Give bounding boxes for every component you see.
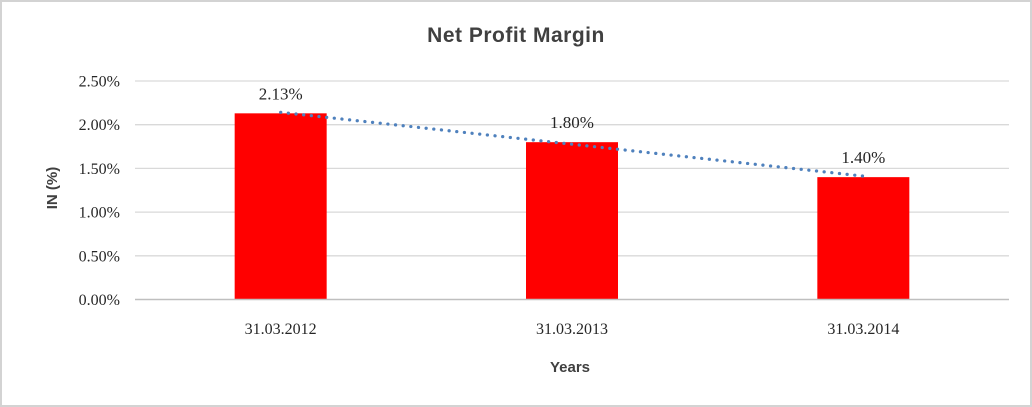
y-tick-label: 0.50% xyxy=(79,248,120,265)
y-tick-label: 2.00% xyxy=(79,117,120,134)
x-category-label: 31.03.2012 xyxy=(245,321,317,338)
trendline xyxy=(279,110,865,178)
x-category-label: 31.03.2014 xyxy=(827,321,899,338)
bar xyxy=(234,113,327,300)
bar-data-label: 2.13% xyxy=(259,84,303,103)
y-tick-label: 1.00% xyxy=(79,205,120,222)
bar-data-label: 1.40% xyxy=(841,148,885,167)
chart-title: Net Profit Margin xyxy=(427,24,605,47)
y-tick-label: 1.50% xyxy=(79,161,120,178)
bar-data-label: 1.80% xyxy=(550,113,594,132)
y-tick-label: 0.00% xyxy=(79,292,120,309)
bar xyxy=(526,142,618,300)
bar xyxy=(817,177,910,300)
x-category-label: 31.03.2013 xyxy=(536,321,608,338)
x-axis-title: Years xyxy=(549,359,591,376)
y-tick-label: 2.50% xyxy=(79,74,120,91)
